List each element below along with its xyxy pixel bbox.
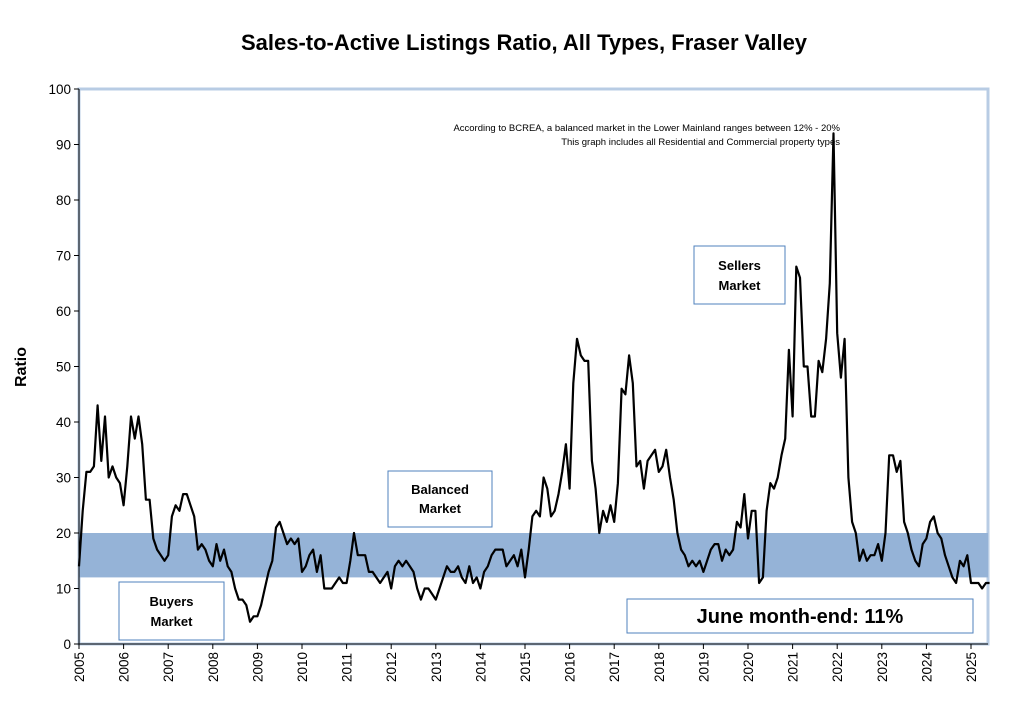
x-tick-label: 2012: [384, 652, 399, 682]
x-tick-label: 2017: [607, 652, 622, 682]
y-axis-label: Ratio: [13, 347, 30, 387]
x-tick-label: 2025: [964, 652, 979, 682]
y-tick-label: 70: [56, 249, 71, 264]
x-tick-label: 2016: [563, 652, 578, 682]
x-tick-label: 2008: [206, 652, 221, 682]
y-tick-label: 30: [56, 471, 71, 486]
note-property-types: This graph includes all Residential and …: [561, 137, 840, 148]
chart-title: Sales-to-Active Listings Ratio, All Type…: [241, 30, 808, 55]
y-tick-label: 20: [56, 526, 71, 541]
x-tick-label: 2023: [875, 652, 890, 682]
buyers-market-box: Buyers Market: [118, 581, 225, 641]
note-balanced-range: According to BCREA, a balanced market in…: [453, 123, 840, 134]
y-tick-label: 10: [56, 582, 71, 597]
x-tick-label: 2011: [340, 653, 355, 682]
y-tick-label: 50: [56, 360, 71, 375]
y-axis-ticks: 0 10 20 30 40 50 60 70 80 90 100: [48, 82, 79, 652]
x-tick-label: 2007: [161, 652, 176, 682]
y-tick-label: 60: [56, 304, 71, 319]
balanced-label-line2: Market: [419, 501, 462, 516]
x-tick-label: 2019: [696, 652, 711, 682]
x-tick-label: 2020: [741, 652, 756, 682]
sellers-label-line1: Sellers: [718, 258, 761, 273]
x-tick-label: 2021: [786, 652, 801, 682]
latest-value-label: June month-end: 11%: [697, 606, 904, 628]
y-tick-label: 90: [56, 138, 71, 153]
ratio-line: [77, 132, 990, 623]
latest-value-box: June month-end: 11%: [626, 598, 974, 634]
balanced-market-box: Balanced Market: [387, 470, 493, 528]
balanced-label-line1: Balanced: [411, 482, 469, 497]
sellers-market-box: Sellers Market: [693, 245, 786, 305]
x-tick-label: 2009: [250, 652, 265, 682]
x-tick-label: 2022: [830, 652, 845, 682]
buyers-label-line2: Market: [151, 614, 194, 629]
x-tick-label: 2014: [473, 651, 488, 682]
x-axis-ticks: 2005 2006 2007 2008 2009 2010 2011 2012 2013 2014…: [72, 644, 979, 682]
sellers-label-line2: Market: [719, 278, 762, 293]
y-tick-label: 0: [63, 637, 71, 652]
x-tick-label: 2010: [295, 652, 310, 682]
x-tick-label: 2006: [117, 652, 132, 682]
y-tick-label: 40: [56, 415, 71, 430]
y-tick-label: 100: [48, 82, 71, 97]
buyers-label-line1: Buyers: [149, 594, 193, 609]
x-tick-label: 2013: [429, 652, 444, 682]
x-tick-label: 2005: [72, 652, 87, 682]
x-tick-label: 2015: [518, 652, 533, 682]
x-tick-label: 2024: [919, 651, 934, 682]
x-tick-label: 2018: [652, 652, 667, 682]
y-tick-label: 80: [56, 193, 71, 208]
